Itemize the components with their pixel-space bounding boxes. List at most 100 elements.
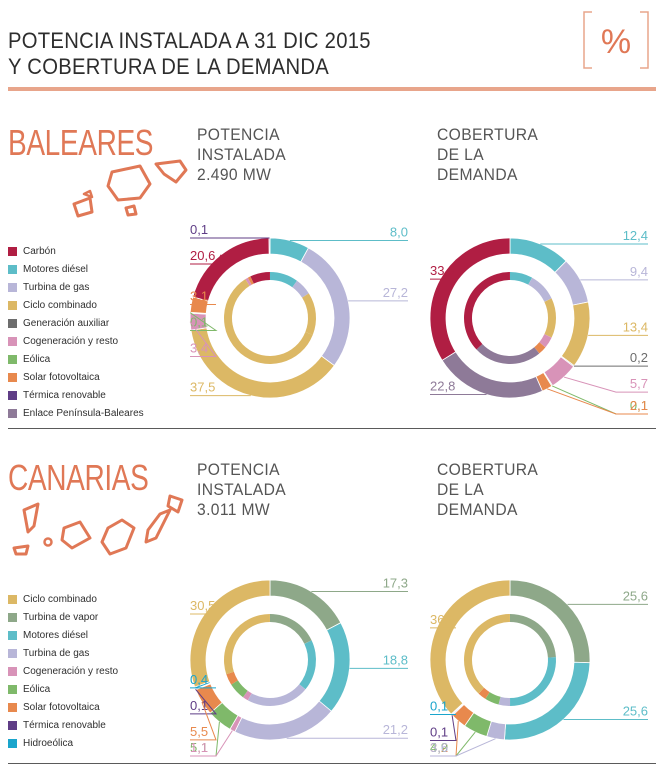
heading-line: DEMANDA — [437, 500, 518, 519]
leader-line — [190, 688, 218, 715]
legend-swatch — [8, 648, 17, 658]
leader-line — [430, 738, 496, 757]
heading-value: 3.011 MW — [197, 500, 271, 519]
inner-ring-slice — [464, 614, 510, 694]
legend-item: Ciclo combinado — [8, 590, 118, 608]
data-label: 9,4 — [630, 264, 648, 279]
data-label: 17,3 — [383, 576, 408, 591]
inner-ring-slice — [498, 696, 510, 706]
data-label: 25,6 — [623, 703, 648, 718]
inner-ring-slice — [247, 684, 306, 706]
legend-label: Ciclo combinado — [23, 299, 97, 311]
legend-item: Motores diésel — [8, 260, 144, 278]
inner-ring-slice — [292, 280, 309, 298]
leader-line — [189, 312, 218, 331]
data-label: 18,8 — [383, 652, 408, 667]
legend-swatch — [8, 318, 17, 328]
inner-ring-slice — [270, 272, 298, 288]
inner-ring-slice — [226, 671, 238, 685]
data-label: 0,1 — [190, 222, 208, 237]
inner-ring-slice — [534, 342, 546, 354]
data-label: 13,4 — [623, 319, 648, 334]
legend-swatch — [8, 630, 17, 640]
legend-swatch — [8, 282, 17, 292]
leader-line — [190, 254, 222, 265]
page-title: POTENCIA INSTALADA A 31 DIC 2015 Y COBER… — [8, 28, 371, 80]
legend-item: Cogeneración y resto — [8, 662, 118, 680]
percent-icon: % — [583, 11, 649, 69]
data-label: 12,4 — [623, 228, 648, 243]
inner-ring-slice — [528, 277, 552, 302]
heading-line: INSTALADA — [197, 480, 287, 499]
legend-item: Motores diésel — [8, 626, 118, 644]
heading-line: POTENCIA — [197, 125, 280, 144]
legend-baleares: Carbón Motores diésel Turbina de gas Ciclo … — [8, 242, 144, 422]
data-label: 5,7 — [630, 376, 648, 391]
legend-label: Cogeneración y resto — [23, 335, 119, 347]
heading-line: INSTALADA — [197, 145, 287, 164]
heading-line: COBERTURA — [437, 125, 539, 144]
legend-label: Térmica renovable — [23, 719, 106, 731]
title-line-1: POTENCIA INSTALADA A 31 DIC 2015 — [8, 28, 371, 53]
legend-label: Solar fotovoltaica — [23, 701, 100, 713]
canarias-potencia-heading: POTENCIA INSTALADA 3.011 MW — [197, 460, 286, 520]
data-label: 37,5 — [190, 380, 215, 395]
bottom-divider — [8, 763, 656, 764]
legend-swatch — [8, 684, 17, 694]
legend-label: Turbina de vapor — [23, 611, 99, 623]
header-divider — [8, 87, 656, 91]
legend-swatch — [8, 720, 17, 730]
donut-slice — [318, 622, 351, 712]
section-divider — [8, 428, 656, 429]
legend-item: Térmica renovable — [8, 386, 144, 404]
inner-ring-slice — [476, 344, 540, 364]
donut-slice — [509, 237, 567, 273]
legend-swatch — [8, 702, 17, 712]
legend-label: Ciclo combinado — [23, 593, 97, 605]
legend-item: Cogeneración y resto — [8, 332, 144, 350]
data-label: 8,0 — [390, 225, 408, 240]
legend-swatch — [8, 408, 17, 418]
heading-line: DE LA — [437, 480, 485, 499]
legend-item: Eólica — [8, 680, 118, 698]
heading-line: POTENCIA — [197, 460, 280, 479]
inner-ring-slice — [299, 640, 316, 690]
inner-ring-slice — [270, 614, 312, 644]
legend-item: Turbina de vapor — [8, 608, 118, 626]
inner-ring-slice — [231, 680, 248, 698]
legend-label: Motores diésel — [23, 629, 89, 641]
donut-chart-baleares-potencia: 8,0 27,2 0,1 20,6 3,1 0,1 3,4 37,5 — [189, 222, 408, 399]
donut-slice — [429, 237, 511, 361]
baleares-cobertura-heading: COBERTURA DE LA DEMANDA — [437, 125, 538, 185]
legend-item: Solar fotovoltaica — [8, 368, 144, 386]
legend-label: Carbón — [23, 245, 56, 257]
legend-swatch — [8, 246, 17, 256]
legend-label: Eólica — [23, 683, 51, 695]
donut-chart-canarias-potencia: 17,3 18,8 21,2 30,5 0,4 0,1 5,55,11,1 — [189, 576, 408, 757]
canarias-cobertura-heading: COBERTURA DE LA DEMANDA — [437, 460, 538, 520]
data-label: 0,1 — [190, 698, 208, 713]
region-title-canarias: CANARIAS — [8, 457, 149, 498]
donut-slice — [560, 301, 591, 367]
legend-label: Cogeneración y resto — [23, 665, 119, 677]
legend-swatch — [8, 594, 17, 604]
baleares-islands-map — [72, 159, 188, 218]
donut-slice — [189, 579, 271, 688]
legend-swatch — [8, 612, 17, 622]
inner-ring-slice — [510, 657, 556, 706]
data-label: 0,2 — [630, 350, 648, 365]
data-label: 25,6 — [623, 588, 648, 603]
heading-line: COBERTURA — [437, 460, 539, 479]
donut-slice — [234, 700, 332, 741]
legend-canarias: Ciclo combinado Turbina de vapor Motores d… — [8, 590, 118, 752]
legend-swatch — [8, 738, 17, 748]
data-label: 0,1 — [430, 725, 448, 740]
donut-slice — [554, 260, 589, 306]
data-label: 5,5 — [190, 724, 208, 739]
legend-label: Motores diésel — [23, 263, 89, 275]
inner-ring-slice — [224, 614, 270, 675]
heading-value: 2.490 MW — [197, 165, 272, 184]
legend-swatch — [8, 336, 17, 346]
data-label: 22,8 — [430, 378, 455, 393]
legend-item: Eólica — [8, 350, 144, 368]
